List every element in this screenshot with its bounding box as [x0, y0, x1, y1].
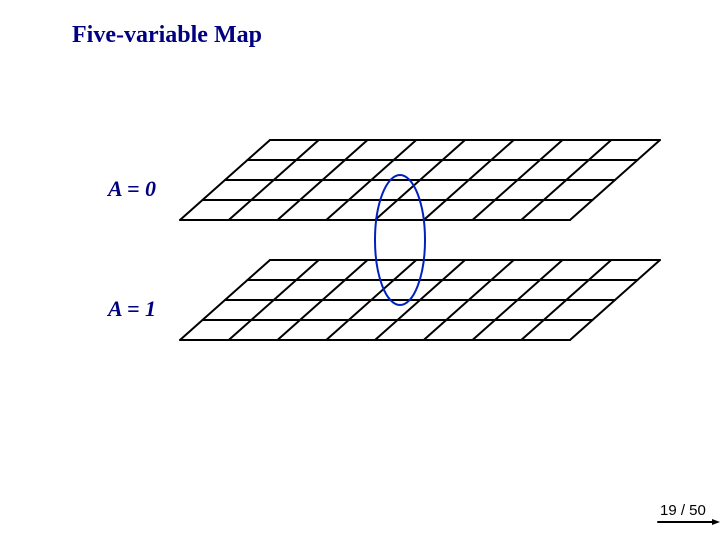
kmap-diagram — [0, 0, 720, 540]
